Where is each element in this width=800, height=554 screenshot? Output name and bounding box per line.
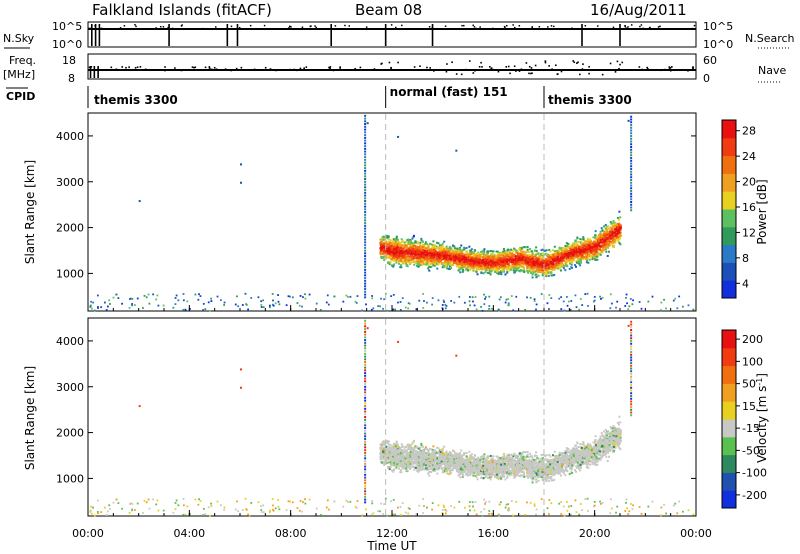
velocity-colorbar-label: Velocity [m s-1]	[755, 373, 770, 463]
power-colorbar: 28 24 20 16 12 8 4 Power [dB]	[721, 119, 769, 299]
power-panel: 1000 2000 3000 4000 Slant Range [km]	[23, 112, 697, 312]
velocity-y-ticks: 1000 2000 3000 4000	[56, 335, 696, 485]
noise-scan-markers	[88, 24, 696, 46]
cpid-label: CPID	[6, 90, 35, 103]
freq-left-tick-top: 18	[62, 54, 76, 67]
freq-left-tick-bottom: 8	[68, 72, 75, 85]
nsky-label: N.Sky	[3, 32, 35, 45]
y-tick-label: 4000	[56, 130, 84, 143]
y-tick-label: 2000	[56, 427, 84, 440]
nave-right-tick-bottom: 0	[703, 72, 710, 85]
noise-left-tick-top: 10^5	[52, 20, 82, 33]
colorbar-tick-label: -100	[742, 467, 767, 480]
colorbar-tick-label: 100	[742, 355, 763, 368]
time-axis: 00:00 04:00 08:00 12:00 16:00 20:00 00:00	[72, 305, 712, 540]
nsearch-label: N.Search	[745, 32, 795, 45]
x-axis-label: Time UT	[366, 539, 417, 553]
power-scatter	[89, 114, 695, 312]
colorbar-tick-label: 200	[742, 333, 763, 346]
nave-label: Nave	[758, 64, 786, 77]
y-tick-label: 2000	[56, 222, 84, 235]
velocity-ylabel: Slant Range [km]	[23, 366, 37, 470]
freq-label: Freq.	[9, 54, 36, 67]
freq-unit-label: [MHz]	[3, 68, 35, 81]
noise-right-tick-top: 10^5	[703, 20, 733, 33]
power-colorbar-label: Power [dB]	[755, 179, 769, 244]
velocity-panel: 1000 2000 3000 4000 Slant Range [km]	[23, 317, 697, 517]
colorbar-tick-label: 24	[742, 150, 756, 163]
cpid-segment-2: normal (fast) 151	[390, 85, 508, 99]
station-title: Falkland Islands (fitACF)	[92, 1, 272, 19]
colorbar-tick-label: -15	[742, 422, 760, 435]
noise-right-tick-bottom: 10^0	[703, 38, 733, 51]
noise-panel: 10^5 10^0 10^5 10^0	[52, 20, 733, 51]
beam-title: Beam 08	[355, 1, 422, 19]
colorbar-tick-label: -200	[742, 489, 767, 502]
velocity-scatter	[89, 319, 695, 517]
cpid-segment-3: themis 3300	[548, 93, 632, 107]
power-y-ticks: 1000 2000 3000 4000	[56, 130, 696, 280]
colorbar-tick-label: 28	[742, 125, 756, 138]
x-tick-label: 20:00	[579, 527, 611, 540]
x-tick-label: 12:00	[376, 527, 408, 540]
power-ylabel: Slant Range [km]	[23, 160, 37, 264]
noise-left-tick-bottom: 10^0	[52, 38, 82, 51]
cpid-segment-1: themis 3300	[94, 93, 178, 107]
x-tick-label: 00:00	[680, 527, 712, 540]
nave-right-tick-top: 60	[703, 54, 717, 67]
y-tick-label: 1000	[56, 472, 84, 485]
y-tick-label: 4000	[56, 335, 84, 348]
colorbar-tick-label: 16	[742, 201, 756, 214]
colorbar-tick-label: 4	[742, 277, 749, 290]
colorbar-tick-label: 50	[742, 378, 756, 391]
y-tick-label: 1000	[56, 267, 84, 280]
colorbar-tick-label: 15	[742, 400, 756, 413]
colorbar-tick-label: 20	[742, 176, 756, 189]
x-tick-label: 00:00	[72, 527, 104, 540]
colorbar-tick-label: -50	[742, 444, 760, 457]
velocity-plot-area	[87, 317, 697, 517]
x-tick-label: 16:00	[477, 527, 509, 540]
date-title: 16/Aug/2011	[590, 1, 687, 19]
power-plot-area	[87, 112, 697, 312]
colorbar-tick-label: 12	[742, 226, 756, 239]
y-tick-label: 3000	[56, 176, 84, 189]
x-tick-label: 08:00	[275, 527, 307, 540]
velocity-colorbar: 200 100 50 15 -15 -50 -100 -200 Velocity [m s-1…	[721, 329, 770, 509]
x-tick-label: 04:00	[173, 527, 205, 540]
frequency-panel: 18 8 60 0	[62, 53, 717, 85]
cpid-strip: themis 3300 normal (fast) 151 themis 330…	[87, 85, 632, 108]
colorbar-tick-label: 8	[742, 252, 749, 265]
nave-dots	[88, 60, 694, 78]
y-tick-label: 3000	[56, 381, 84, 394]
